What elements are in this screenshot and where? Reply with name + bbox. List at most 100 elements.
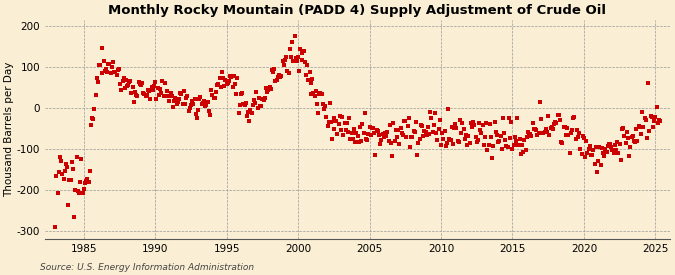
Point xyxy=(420,130,431,134)
Point xyxy=(89,106,100,111)
Point xyxy=(292,59,302,64)
Point xyxy=(124,80,134,84)
Point xyxy=(350,139,360,144)
Point xyxy=(61,161,72,166)
Point xyxy=(630,140,641,144)
Point xyxy=(72,189,83,193)
Point xyxy=(230,81,240,86)
Point xyxy=(162,89,173,94)
Point xyxy=(84,169,95,173)
Point xyxy=(404,144,415,149)
Point xyxy=(468,120,479,124)
Point xyxy=(488,143,499,148)
Point xyxy=(267,68,277,72)
Point xyxy=(284,71,294,75)
Point xyxy=(413,140,424,145)
Point xyxy=(429,110,440,115)
Point xyxy=(536,116,547,121)
Point xyxy=(425,109,435,114)
Point xyxy=(103,61,113,66)
Point xyxy=(382,130,393,134)
Point xyxy=(131,93,142,98)
Point xyxy=(642,135,653,140)
Point xyxy=(521,135,532,139)
Point xyxy=(456,131,466,135)
Point xyxy=(290,56,301,60)
Point xyxy=(374,133,385,137)
Point xyxy=(529,127,539,131)
Point xyxy=(445,138,456,142)
Point xyxy=(122,83,133,88)
Point xyxy=(95,63,106,67)
Point xyxy=(602,144,613,148)
Point xyxy=(404,116,414,120)
Point xyxy=(441,141,452,145)
Point xyxy=(198,99,209,103)
Point xyxy=(389,139,400,143)
Point xyxy=(627,134,638,138)
Point xyxy=(624,153,634,158)
Point xyxy=(479,143,489,147)
Point xyxy=(201,103,212,107)
Point xyxy=(225,74,236,78)
Point xyxy=(223,81,234,86)
Point xyxy=(541,129,552,134)
Point xyxy=(329,119,340,123)
Point xyxy=(476,131,487,136)
Point xyxy=(410,130,421,134)
Point xyxy=(429,123,439,127)
Point xyxy=(530,126,541,131)
Point xyxy=(256,104,267,108)
Point xyxy=(231,92,242,96)
Point xyxy=(139,92,150,96)
Point xyxy=(577,134,588,138)
Point xyxy=(258,98,269,102)
Point xyxy=(647,125,658,129)
Point xyxy=(70,188,81,192)
Point xyxy=(196,102,207,106)
Point xyxy=(501,144,512,148)
Point xyxy=(644,128,655,133)
Point xyxy=(152,86,163,90)
Point xyxy=(463,134,474,139)
Point xyxy=(306,77,317,81)
Point xyxy=(552,113,563,117)
Point xyxy=(520,148,531,152)
Point xyxy=(320,104,331,109)
Point xyxy=(68,167,78,172)
Point xyxy=(340,127,351,132)
Point xyxy=(607,148,618,152)
Point xyxy=(483,142,494,147)
Point xyxy=(181,96,192,100)
Point xyxy=(90,92,101,97)
Point xyxy=(212,82,223,87)
Point xyxy=(514,137,525,141)
Point xyxy=(322,124,333,128)
Point xyxy=(69,215,80,219)
Point xyxy=(77,191,88,196)
Point xyxy=(86,123,97,127)
Point xyxy=(533,131,544,136)
Point xyxy=(643,81,653,86)
Point xyxy=(331,119,342,123)
Point xyxy=(326,119,337,124)
Point xyxy=(202,100,213,104)
Point xyxy=(435,118,446,122)
Point xyxy=(650,115,661,119)
Point xyxy=(144,89,155,93)
Point xyxy=(385,141,396,145)
Point xyxy=(158,94,169,98)
Point xyxy=(653,118,664,123)
Point xyxy=(551,121,562,125)
Point xyxy=(219,84,230,88)
Point xyxy=(343,130,354,134)
Point xyxy=(603,142,614,146)
Point xyxy=(227,85,238,89)
Point xyxy=(395,126,406,130)
Point xyxy=(125,79,136,83)
Point xyxy=(122,83,132,88)
Point xyxy=(188,102,198,106)
Point xyxy=(223,79,234,84)
Point xyxy=(480,135,491,139)
Point xyxy=(263,88,274,92)
